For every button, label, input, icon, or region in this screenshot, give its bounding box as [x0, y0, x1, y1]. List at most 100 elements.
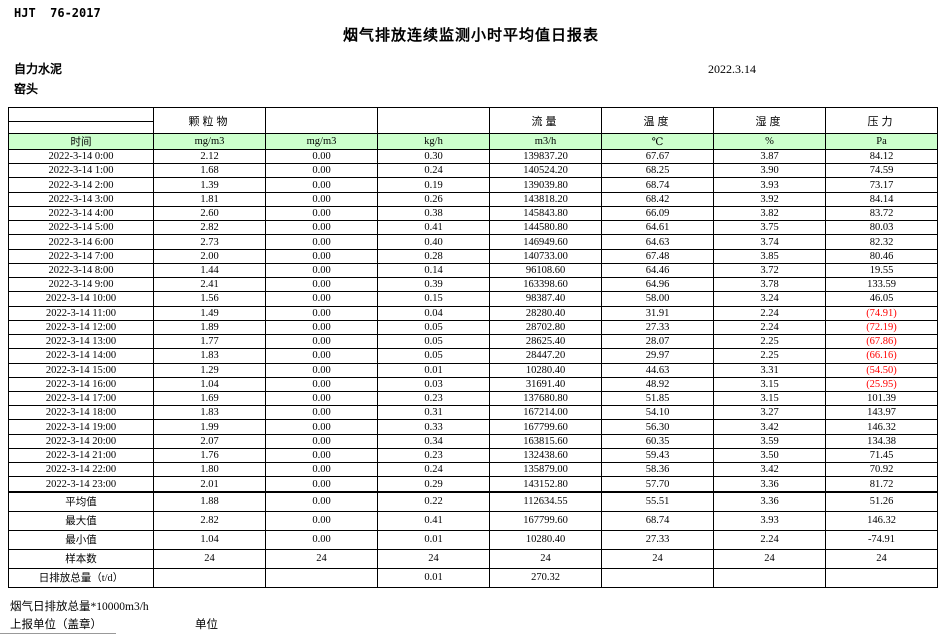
value-cell: 143152.80: [489, 476, 602, 492]
doc-code: HJT 76-2017: [14, 6, 101, 20]
row-label-cell: 样本数: [8, 548, 154, 569]
value-cell: 64.46: [601, 262, 714, 279]
value-cell: 68.74: [601, 510, 714, 531]
value-cell: 0.00: [265, 319, 378, 336]
col-header-blank-2: [377, 107, 490, 134]
row-label-cell: 2022-3-14 5:00: [8, 220, 154, 236]
value-cell: 132438.60: [489, 447, 602, 464]
value-cell: 46.05: [825, 291, 938, 307]
value-cell: 0.00: [265, 405, 378, 421]
value-cell: 140733.00: [489, 248, 602, 264]
value-cell: 0.00: [265, 220, 378, 236]
row-label-cell: 最小值: [8, 529, 154, 550]
value-cell: 0.05: [377, 334, 490, 350]
value-cell: 60.35: [601, 433, 714, 449]
value-cell: 3.31: [713, 362, 826, 378]
value-cell: 74.59: [825, 163, 938, 179]
row-label-cell: 最大值: [8, 510, 154, 531]
value-cell: 28.07: [601, 334, 714, 350]
value-cell: 84.12: [825, 148, 938, 165]
value-cell: [713, 567, 826, 589]
value-cell: 0.41: [377, 510, 490, 531]
value-cell: 56.30: [601, 419, 714, 435]
row-label-cell: 2022-3-14 6:00: [8, 234, 154, 250]
value-cell: 31691.40: [489, 376, 602, 392]
value-cell: 3.93: [713, 510, 826, 531]
value-cell: 28280.40: [489, 305, 602, 321]
footer-line: 上报单位（盖章） 单位: [10, 616, 410, 632]
value-cell: 1.56: [153, 291, 266, 307]
value-cell: 10280.40: [489, 362, 602, 378]
value-cell: 270.32: [489, 567, 602, 589]
report-unit-label: 上报单位（盖章）: [10, 619, 102, 631]
hourly-data-row: 2022-3-14 18:00 1.83 0.00 0.31 167214.00 54.1…: [8, 405, 938, 421]
hourly-data-row: 2022-3-14 20:00 2.07 0.00 0.34 163815.60 60.3…: [8, 433, 938, 449]
value-cell: 2.25: [713, 334, 826, 350]
total-emission-note: 烟气日排放总量*10000m3/h: [10, 601, 149, 613]
value-cell: 1.39: [153, 177, 266, 193]
row-label-cell: 2022-3-14 21:00: [8, 447, 154, 464]
value-cell: 134.38: [825, 433, 938, 449]
value-cell: 0.24: [377, 462, 490, 478]
value-cell: 3.74: [713, 234, 826, 250]
value-cell: 0.00: [265, 291, 378, 307]
value-cell: 1.04: [153, 376, 266, 392]
value-cell: 28447.20: [489, 348, 602, 364]
value-cell: 3.15: [713, 376, 826, 392]
summary-row: 样本数 24 24 24 24 24 24 24: [8, 548, 938, 569]
value-cell: 3.42: [713, 462, 826, 478]
value-cell: 29.97: [601, 348, 714, 364]
row-label-cell: 2022-3-14 10:00: [8, 291, 154, 307]
spacer-row: [8, 490, 938, 493]
hourly-data-row: 2022-3-14 11:00 1.49 0.00 0.04 28280.40 31.91…: [8, 305, 938, 321]
value-cell: [153, 567, 266, 589]
table-body: 2022-3-14 0:00 2.12 0.00 0.30 139837.20 67.67…: [8, 148, 938, 589]
row-label-cell: 平均值: [8, 491, 154, 512]
hourly-data-row: 2022-3-14 12:00 1.89 0.00 0.05 28702.80 27.33…: [8, 319, 938, 336]
summary-row: 平均值 1.88 0.00 0.22 112634.55 55.51 3.36 51.26: [8, 491, 938, 512]
value-cell: 0.00: [265, 234, 378, 250]
row-label-cell: 2022-3-14 15:00: [8, 362, 154, 378]
value-cell: 3.36: [713, 491, 826, 512]
page-cut-line: [0, 633, 116, 634]
value-cell: 146.32: [825, 510, 938, 531]
value-cell: 84.14: [825, 191, 938, 207]
value-cell: 163815.60: [489, 433, 602, 449]
row-label-cell: 2022-3-14 2:00: [8, 177, 154, 193]
row-label-cell: 2022-3-14 4:00: [8, 205, 154, 222]
value-cell: 144580.80: [489, 220, 602, 236]
value-cell: 64.63: [601, 234, 714, 250]
value-cell: 0.28: [377, 248, 490, 264]
hourly-data-row: 2022-3-14 14:00 1.83 0.00 0.05 28447.20 29.97…: [8, 348, 938, 364]
value-cell: 1.04: [153, 529, 266, 550]
value-cell: 0.19: [377, 177, 490, 193]
value-cell: 66.09: [601, 205, 714, 222]
hourly-data-row: 2022-3-14 5:00 2.82 0.00 0.41 144580.80 64.61…: [8, 220, 938, 236]
value-cell: 1.44: [153, 262, 266, 279]
value-cell: 146.32: [825, 419, 938, 435]
unit-header-row: 时间 mg/m3 mg/m3 kg/h m3/h ℃ % Pa: [8, 133, 938, 150]
value-cell: 3.36: [713, 476, 826, 492]
value-cell: 2.82: [153, 510, 266, 531]
value-cell: (72.19): [825, 319, 938, 336]
value-cell: 1.83: [153, 348, 266, 364]
value-cell: 3.72: [713, 262, 826, 279]
value-cell: 145843.80: [489, 205, 602, 222]
value-cell: 0.04: [377, 305, 490, 321]
value-cell: 1.99: [153, 419, 266, 435]
row-label-cell: 2022-3-14 16:00: [8, 376, 154, 392]
summary-row: 最小值 1.04 0.00 0.01 10280.40 27.33 2.24 -74.91: [8, 529, 938, 550]
value-cell: 139039.80: [489, 177, 602, 193]
value-cell: 140524.20: [489, 163, 602, 179]
value-cell: 0.40: [377, 234, 490, 250]
value-cell: 2.60: [153, 205, 266, 222]
value-cell: (66.16): [825, 348, 938, 364]
value-cell: 2.82: [153, 220, 266, 236]
value-cell: 0.00: [265, 205, 378, 222]
value-cell: 28625.40: [489, 334, 602, 350]
value-cell: 3.82: [713, 205, 826, 222]
value-cell: 28702.80: [489, 319, 602, 336]
value-cell: 1.68: [153, 163, 266, 179]
value-cell: 0.00: [265, 348, 378, 364]
col-header-pressure: 压力: [825, 107, 938, 134]
